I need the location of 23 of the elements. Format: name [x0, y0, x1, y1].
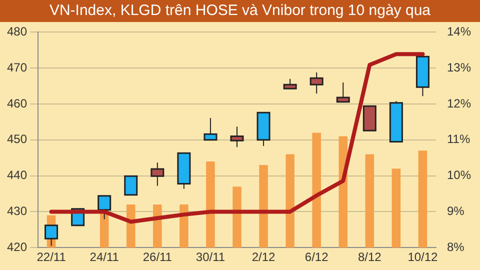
x-tick-label: 6/12 [304, 250, 329, 264]
x-tick-label: 26/11 [142, 250, 172, 264]
y2-tick-label: 11% [446, 132, 470, 146]
y-tick-label: 430 [6, 204, 28, 218]
x-tick-label: 10/12 [408, 250, 438, 264]
y-tick-label: 460 [6, 96, 28, 110]
y2-tick-label: 8% [446, 240, 465, 254]
y2-tick-label: 9% [446, 204, 465, 218]
x-tick-label: 2/12 [252, 250, 276, 264]
x-tick-label: 24/11 [90, 250, 120, 264]
y-tick-label: 470 [6, 60, 28, 74]
y-tick-label: 440 [6, 168, 28, 182]
x-tick-label: 22/11 [36, 250, 66, 264]
chart-title: VN-Index, KLGD trên HOSE và Vnibor trong 10 ngày qua [0, 0, 480, 22]
y2-tick-label: 12% [446, 96, 472, 110]
x-tick-label: 8/12 [358, 250, 382, 264]
y-tick-label: 420 [6, 240, 28, 254]
y2-tick-label: 14% [446, 24, 472, 39]
y2-tick-label: 13% [446, 60, 472, 74]
y2-tick-label: 10% [446, 168, 472, 182]
y-tick-label: 450 [6, 132, 28, 146]
y-tick-label: 480 [6, 24, 28, 39]
x-tick-label: 30/11 [196, 250, 226, 264]
